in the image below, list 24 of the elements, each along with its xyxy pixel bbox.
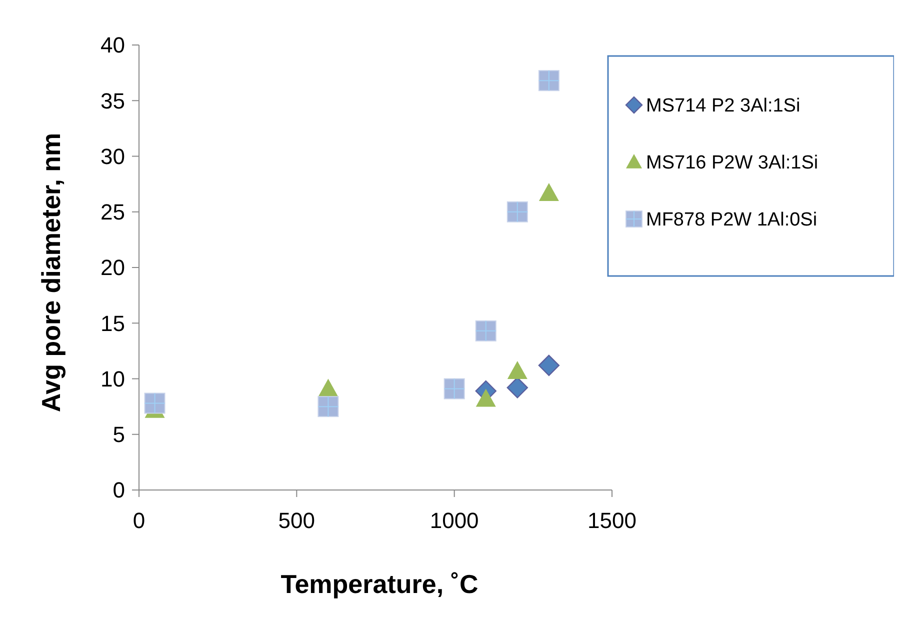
point (538, 182, 559, 201)
y-tick-label: 40 (100, 32, 125, 58)
x-axis-title: Temperature, ˚C (280, 569, 478, 599)
y-tick-label: 10 (100, 366, 125, 392)
x-tick-label: 0 (132, 508, 146, 533)
point (506, 377, 528, 398)
point (507, 360, 528, 379)
y-tick-label: 35 (100, 88, 125, 114)
point (538, 354, 560, 376)
y-axis-title: Avg pore diameter, nm (36, 132, 66, 412)
x-tick-label: 1500 (588, 508, 636, 533)
y-tick-label: 5 (112, 422, 125, 448)
point (318, 378, 338, 397)
legend-label: MS714 P2 3Al:1Si (646, 96, 800, 117)
point (476, 388, 496, 407)
y-tick-label: 0 (112, 478, 125, 503)
y-tick-label: 15 (100, 310, 125, 336)
x-tick-label: 500 (278, 508, 316, 533)
y-tick-label: 30 (100, 144, 125, 169)
y-tick-label: 20 (100, 255, 125, 280)
legend-label: MF878 P2W 1Al:0Si (646, 210, 818, 231)
x-tick-label: 1000 (430, 508, 479, 533)
legend-label: MS716 P2W 3Al:1Si (646, 152, 818, 174)
y-tick-label: 25 (100, 200, 125, 225)
